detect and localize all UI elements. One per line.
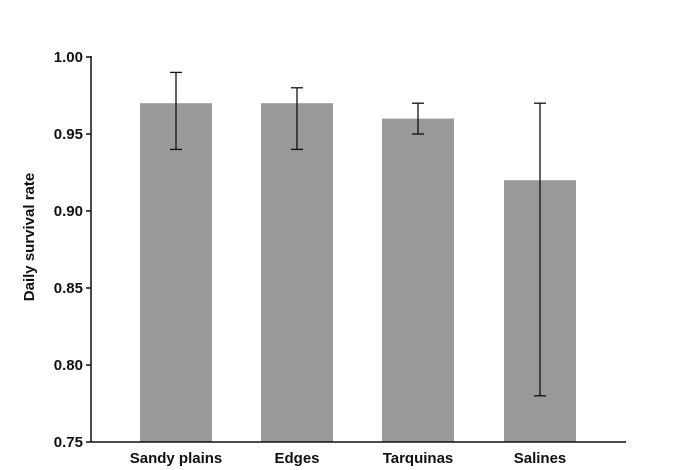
axes-group bbox=[90, 56, 626, 443]
x-category-label: Sandy plains bbox=[130, 450, 223, 467]
x-labels-group: Sandy plains Edges Tarquinas Salines bbox=[130, 450, 567, 467]
bar bbox=[382, 118, 454, 442]
bar bbox=[261, 103, 333, 442]
bars-group bbox=[140, 103, 576, 442]
y-tick-label: 1.00 bbox=[54, 49, 83, 66]
y-tick-label: 0.75 bbox=[54, 434, 83, 451]
y-tick-label: 0.95 bbox=[54, 126, 83, 143]
bar bbox=[140, 103, 212, 442]
x-category-label: Tarquinas bbox=[383, 450, 454, 467]
error-bars-group bbox=[170, 71, 546, 397]
y-axis-title: Daily survival rate bbox=[21, 173, 38, 301]
x-category-label: Edges bbox=[274, 450, 319, 467]
x-category-label: Salines bbox=[514, 450, 567, 467]
y-tick-label: 0.90 bbox=[54, 203, 83, 220]
y-ticks-group: 0.75 0.80 0.85 0.90 0.95 1.00 bbox=[54, 49, 91, 451]
y-tick-label: 0.85 bbox=[54, 280, 83, 297]
y-tick-label: 0.80 bbox=[54, 357, 83, 374]
